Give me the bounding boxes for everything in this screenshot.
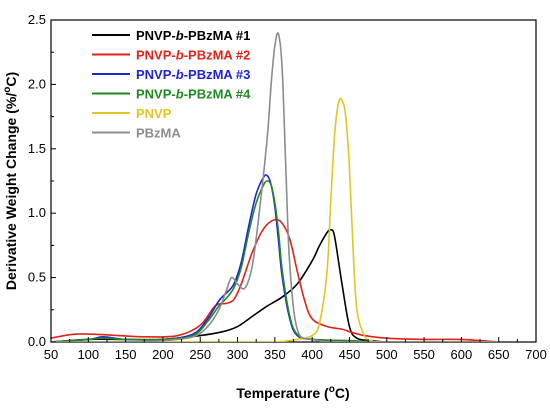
legend: PNVP-b-PBzMA #1 PNVP-b-PBzMA #2 PNVP-b-PBz… <box>92 28 251 141</box>
x-tick-label: 350 <box>264 347 286 362</box>
series-line-1 <box>51 228 499 342</box>
x-axis: 50 100 150 200 250 300 350 400 450 500 550 600 650 70… <box>44 337 547 362</box>
x-tick-label: 200 <box>152 347 174 362</box>
y-axis: 0.0 0.5 1.0 1.5 2.0 2.5 <box>28 12 56 349</box>
y-tick-label: 0.0 <box>28 334 46 349</box>
y-tick-label: 2.5 <box>28 12 46 27</box>
x-tick-label: 550 <box>413 347 435 362</box>
y-tick-label: 1.5 <box>28 141 46 156</box>
x-tick-label: 100 <box>77 347 99 362</box>
legend-label: PNVP-b-PBzMA #3 <box>136 67 250 82</box>
plot-frame <box>50 19 537 343</box>
series-line-4 <box>51 180 499 342</box>
series-layer <box>51 32 499 342</box>
x-tick-label: 500 <box>376 347 398 362</box>
legend-label: PNVP-b-PBzMA #2 <box>136 48 250 63</box>
x-tick-label: 700 <box>525 347 547 362</box>
legend-label: PNVP <box>136 106 172 121</box>
x-tick-label: 250 <box>189 347 211 362</box>
legend-label: PNVP-b-PBzMA #4 <box>136 87 251 102</box>
series-line-5 <box>51 97 499 342</box>
x-tick-label: 450 <box>339 347 361 362</box>
y-axis-title: Derivative Weight Change (%/oC) <box>2 72 19 290</box>
y-tick-label: 0.5 <box>28 270 46 285</box>
x-tick-label: 600 <box>451 347 473 362</box>
y-tick-label: 2.0 <box>28 76 46 91</box>
x-tick-label: 150 <box>115 347 137 362</box>
x-tick-label: 400 <box>301 347 323 362</box>
y-tick-label: 1.0 <box>28 205 46 220</box>
series-line-6 <box>51 32 499 342</box>
x-tick-label: 50 <box>44 347 58 362</box>
legend-label: PNVP-b-PBzMA #1 <box>136 28 250 43</box>
x-axis-title: Temperature (oC) <box>236 384 349 401</box>
x-tick-label: 300 <box>227 347 249 362</box>
x-tick-label: 650 <box>488 347 510 362</box>
legend-label: PBzMA <box>136 126 181 141</box>
series-line-2 <box>51 218 499 342</box>
